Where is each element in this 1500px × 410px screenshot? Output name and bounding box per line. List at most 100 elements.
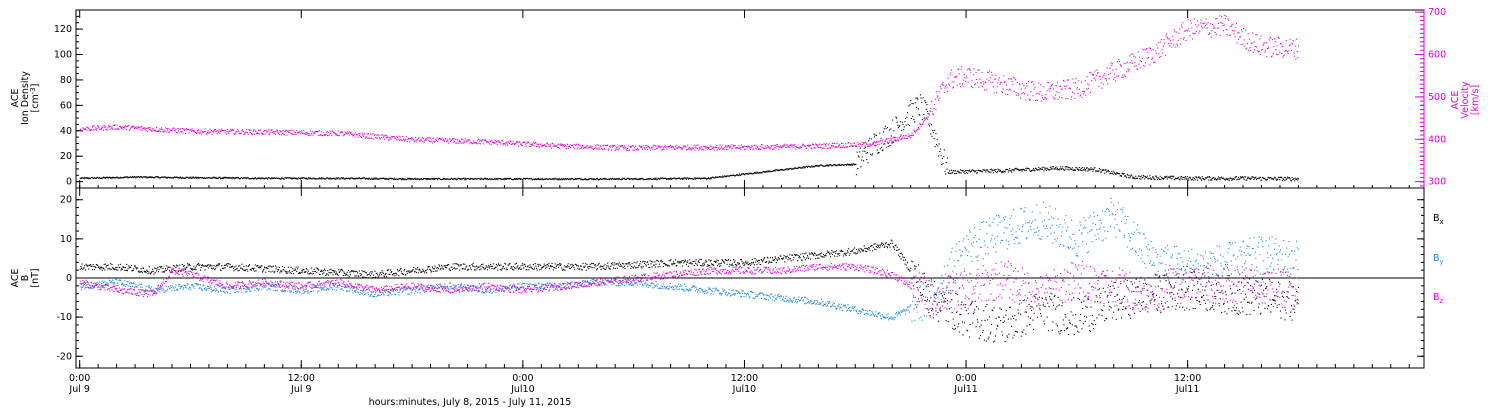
data-point	[288, 177, 290, 179]
data-point	[1256, 46, 1258, 48]
data-point	[188, 177, 190, 179]
data-point	[198, 129, 200, 131]
data-point	[614, 178, 616, 180]
data-point	[552, 143, 554, 145]
data-point	[174, 176, 176, 178]
data-point	[191, 128, 193, 130]
data-point	[510, 143, 512, 145]
data-point	[1152, 176, 1154, 178]
data-point	[117, 264, 119, 266]
data-point	[212, 131, 214, 133]
data-point	[954, 173, 956, 175]
data-point	[725, 176, 727, 178]
data-point	[1037, 92, 1039, 94]
data-point	[457, 177, 459, 179]
data-point	[951, 81, 953, 83]
data-point	[616, 178, 618, 180]
data-point	[575, 144, 577, 146]
data-point	[1234, 35, 1236, 37]
data-point	[103, 126, 105, 128]
data-point	[459, 179, 461, 181]
data-point	[241, 177, 243, 179]
data-point	[806, 144, 808, 146]
data-point	[318, 134, 320, 136]
data-point	[360, 136, 362, 138]
data-point	[125, 126, 127, 128]
data-point	[534, 263, 536, 265]
data-point	[733, 174, 735, 176]
data-point	[538, 146, 540, 148]
data-point	[724, 258, 726, 260]
data-point	[157, 176, 159, 178]
data-point	[390, 138, 392, 140]
data-point	[1217, 176, 1219, 178]
data-point	[206, 133, 208, 135]
data-point	[1155, 175, 1157, 177]
data-point	[669, 259, 671, 261]
data-point	[187, 265, 189, 267]
data-point	[640, 261, 642, 263]
data-point	[835, 164, 837, 166]
data-point	[561, 267, 563, 269]
data-point	[938, 143, 940, 145]
data-point	[163, 130, 165, 132]
data-point	[916, 130, 918, 132]
data-point	[452, 179, 454, 181]
data-point	[334, 178, 336, 180]
data-point	[1208, 33, 1210, 35]
data-point	[300, 131, 302, 133]
data-point	[692, 261, 694, 263]
data-point	[616, 178, 618, 180]
data-point	[197, 263, 199, 265]
data-point	[1089, 168, 1091, 170]
data-point	[939, 148, 941, 150]
data-point	[931, 135, 933, 137]
data-point	[112, 268, 114, 270]
data-point	[373, 138, 375, 140]
data-point	[499, 265, 501, 267]
data-point	[704, 145, 706, 147]
data-point	[594, 178, 596, 180]
data-point	[97, 125, 99, 127]
data-point	[88, 127, 90, 129]
data-point	[323, 272, 325, 274]
data-point	[944, 87, 946, 89]
data-point	[424, 178, 426, 180]
data-point	[211, 177, 213, 179]
data-point	[729, 259, 731, 261]
data-point	[345, 132, 347, 134]
data-point	[481, 140, 483, 142]
data-point	[501, 269, 503, 271]
data-point	[89, 265, 91, 267]
data-point	[872, 143, 874, 145]
data-point	[235, 131, 237, 133]
data-point	[1036, 99, 1038, 101]
data-point	[983, 169, 985, 171]
data-point	[478, 266, 480, 268]
data-point	[93, 125, 95, 127]
data-point	[987, 71, 989, 73]
data-point	[320, 134, 322, 136]
data-point	[165, 269, 167, 271]
data-point	[181, 176, 183, 178]
data-point	[291, 178, 293, 180]
data-point	[93, 266, 95, 268]
data-point	[475, 142, 477, 144]
data-point	[362, 177, 364, 179]
data-point	[600, 265, 602, 267]
data-point	[631, 178, 633, 180]
data-point	[1100, 82, 1102, 84]
data-point	[488, 178, 490, 180]
data-point	[1257, 177, 1259, 179]
data-point	[569, 268, 571, 270]
data-point	[1049, 169, 1051, 171]
data-point	[561, 144, 563, 146]
data-point	[431, 178, 433, 180]
data-point	[315, 131, 317, 133]
data-point	[576, 265, 578, 267]
data-point	[1246, 177, 1248, 179]
data-point	[658, 178, 660, 180]
data-point	[1017, 93, 1019, 95]
data-point	[662, 147, 664, 149]
data-point	[1173, 29, 1175, 31]
